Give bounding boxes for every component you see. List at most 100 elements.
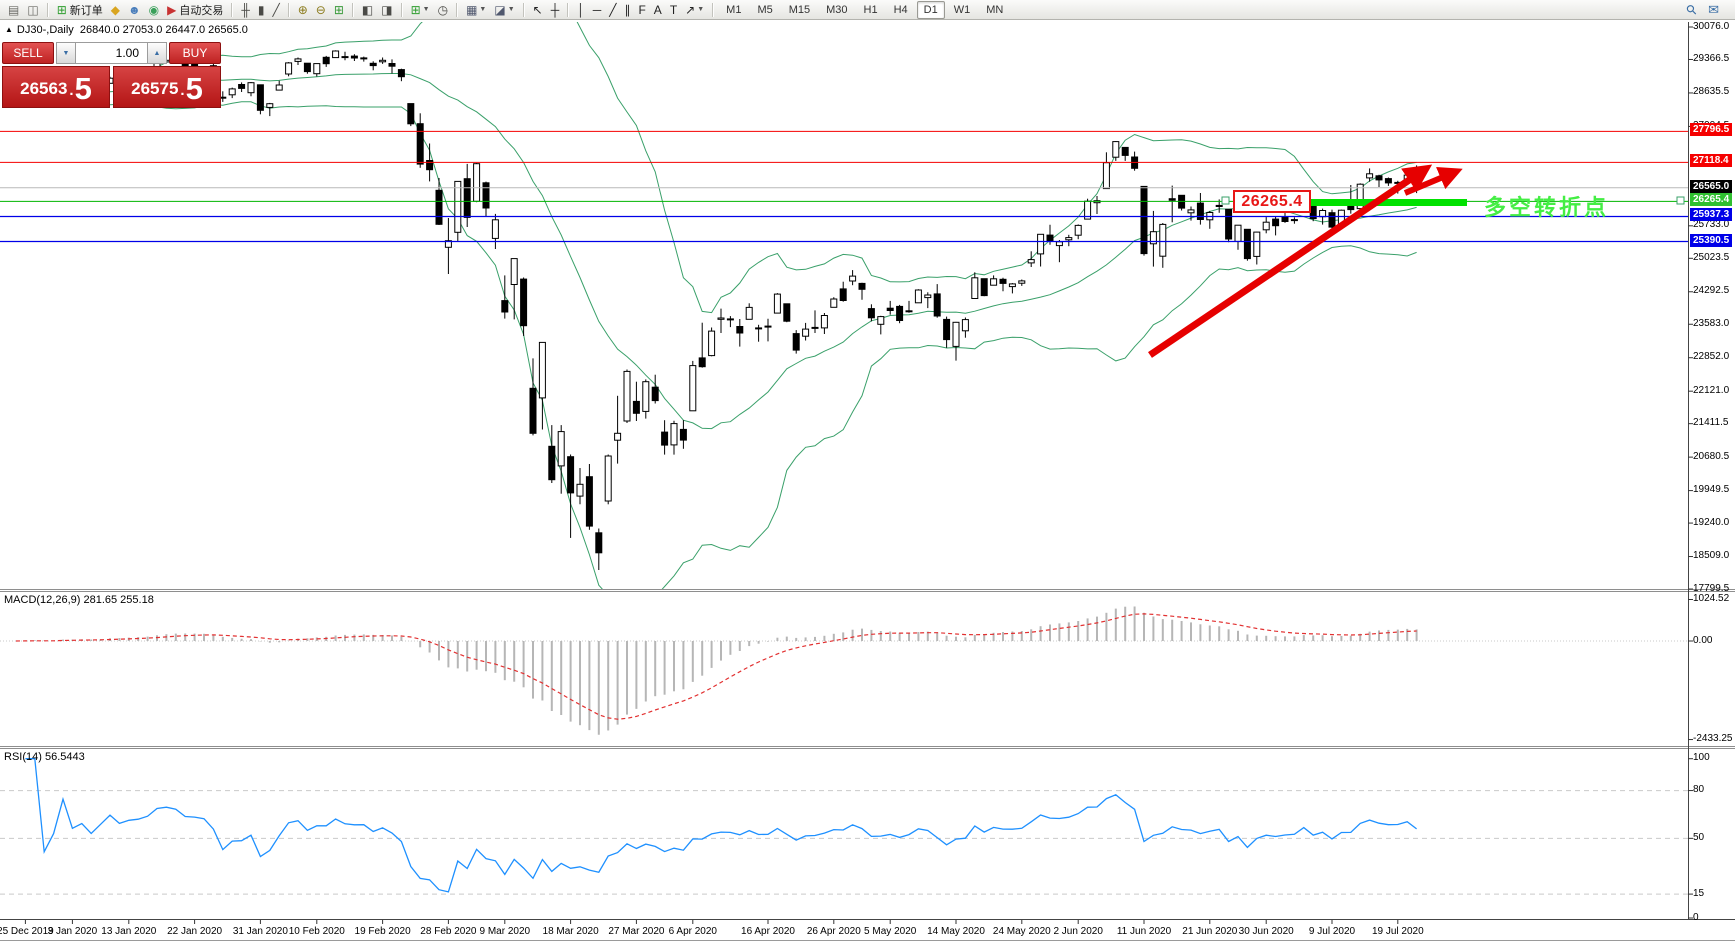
buy-price-button[interactable]: 26575. 5	[113, 66, 221, 108]
timeframe-h1-button[interactable]: H1	[863, 3, 878, 16]
volume-input[interactable]: 1.00	[76, 42, 147, 64]
chevron-down-icon[interactable]: ▼	[479, 6, 487, 13]
candle	[332, 50, 340, 59]
line-handle[interactable]	[1221, 196, 1230, 205]
panels-toggle-button[interactable]: ▤	[4, 1, 23, 19]
text-tool-button[interactable]: A	[650, 1, 666, 19]
channel-tool-button[interactable]: ∥	[620, 1, 634, 19]
chevron-down-icon[interactable]: ▼	[422, 6, 430, 13]
cursor-tool-button[interactable]: ↖	[529, 1, 547, 19]
line-handle[interactable]	[1676, 196, 1685, 205]
arrows-tool-button[interactable]: ↗ ▼	[681, 1, 708, 19]
candlestick-chart-type-button[interactable]: ▮	[254, 1, 269, 19]
axis-label: 19240.0	[1693, 516, 1730, 528]
date-axis-label: 19 Jul 2020	[1371, 926, 1424, 937]
chart-area[interactable]: ▲ DJ30-,Daily 26840.0 27053.0 26447.0 26565.…	[0, 20, 1735, 942]
new-order-label: 新订单	[69, 4, 103, 17]
trendline-tool-button[interactable]: ╱	[605, 1, 620, 19]
date-axis-label: 2 Jun 2020	[1053, 926, 1103, 937]
candle	[820, 315, 828, 329]
chart-preview-button[interactable]: ◫	[23, 1, 42, 19]
timeframe-w1-button[interactable]: W1	[953, 3, 971, 16]
timeframe-d1-button[interactable]: D1	[916, 0, 945, 19]
candle	[661, 431, 669, 446]
candle	[369, 62, 377, 67]
trendline-tool-icon: ╱	[609, 2, 617, 17]
templates-button[interactable]: ▦ ▼	[462, 1, 490, 19]
candle	[670, 423, 678, 446]
crosshair-tool-icon: ┼	[550, 2, 560, 17]
signals-icon: ◉	[148, 2, 160, 17]
signals-button[interactable]: ◉	[145, 1, 163, 19]
date-axis-label: 28 Feb 2020	[420, 926, 477, 937]
pivot-level-bar[interactable]	[1268, 199, 1467, 206]
toolbar: ▤ ◫ ⊞ 新订单 ◆ ☻ ◉ ▶ 自动交易 ╫ ▮ ╱ ⊕ ⊖ ⊞ ◧ ◨ ⊞ ▼ ◷ ▦ ▼ ◪ ▼ ↖ ┼ │ ─ ╱ ∥ F A T ↗ ▼…	[0, 0, 1735, 20]
sell-button[interactable]: SELL	[2, 42, 54, 64]
new-order-button[interactable]: ⊞ 新订单	[53, 1, 107, 19]
candle	[1234, 224, 1242, 242]
candle	[764, 325, 772, 328]
tile-windows-button[interactable]: ⊞	[330, 1, 348, 19]
bar-chart-type-button[interactable]: ╫	[237, 1, 254, 19]
indicator-window-2-button[interactable]: ◨	[377, 1, 396, 19]
hline-tool-icon: ─	[592, 2, 602, 17]
chevron-down-icon[interactable]: ▼	[507, 6, 515, 13]
history-center-button[interactable]: ◆	[107, 1, 124, 19]
timeframe-m30-button[interactable]: M30	[826, 3, 848, 16]
community-button[interactable]: ☻	[124, 1, 145, 19]
timeframe-m1-button[interactable]: M1	[726, 3, 742, 16]
label-tool-button[interactable]: T	[666, 1, 681, 19]
hline-tool-button[interactable]: ─	[589, 1, 606, 19]
fibonacci-tool-button[interactable]: F	[634, 1, 649, 19]
trend-arrow[interactable]	[1148, 164, 1433, 358]
close-value: 26565.0	[208, 24, 248, 36]
crosshair-tool-button[interactable]: ┼	[547, 1, 564, 19]
volume-decrease-button[interactable]: ▼	[56, 42, 76, 64]
price-level-label: 27796.5	[1690, 123, 1733, 137]
timeframe-m15-button[interactable]: M15	[788, 3, 811, 16]
vline-tool-icon: │	[577, 2, 585, 17]
chevron-down-icon[interactable]: ▼	[697, 6, 705, 13]
volume-increase-button[interactable]: ▲	[147, 42, 167, 64]
date-axis-label: 22 Jan 2020	[167, 926, 223, 937]
line-chart-type-button[interactable]: ╱	[268, 1, 283, 19]
axis-label: 23583.0	[1693, 317, 1730, 329]
axis-label: 100	[1693, 752, 1710, 764]
profiles-button[interactable]: ◪ ▼	[490, 1, 518, 19]
period-clock-button[interactable]: ◷	[434, 1, 452, 19]
autotrade-button[interactable]: ▶ 自动交易	[163, 1, 227, 19]
candle	[783, 303, 791, 322]
trend-arrow-secondary[interactable]	[1403, 166, 1463, 196]
autotrade-icon: ▶	[167, 2, 177, 17]
add-indicator-button[interactable]: ⊞ ▼	[407, 1, 434, 19]
chat-icon[interactable]: ✉	[1708, 1, 1719, 17]
candle	[933, 293, 941, 317]
candle	[792, 333, 800, 351]
candle	[1196, 202, 1204, 221]
indicator-window-1-button[interactable]: ◧	[358, 1, 377, 19]
sell-price-button[interactable]: 26563. 5	[2, 66, 110, 108]
axis-label: 25023.5	[1693, 251, 1730, 263]
timeframe-mn-button[interactable]: MN	[986, 3, 1004, 16]
zoom-in-button[interactable]: ⊕	[294, 1, 312, 19]
zoom-out-button[interactable]: ⊖	[312, 1, 330, 19]
autotrade-label: 自动交易	[179, 4, 224, 17]
date-axis-label: 9 Mar 2020	[479, 926, 531, 937]
collapse-marker-icon[interactable]: ▲	[5, 25, 13, 34]
price-level-label: 27118.4	[1690, 154, 1732, 168]
candlestick-chart[interactable]	[0, 20, 1735, 942]
search-icon[interactable]: ⚲	[1682, 0, 1700, 18]
line-chart-type-icon: ╱	[272, 2, 280, 17]
price-level-callout[interactable]: 26265.4	[1233, 190, 1311, 213]
vline-tool-button[interactable]: │	[573, 1, 589, 19]
candle	[529, 387, 537, 434]
buy-button[interactable]: BUY	[169, 42, 221, 64]
candle	[303, 62, 311, 73]
date-axis-label: 3 Jan 2020	[47, 926, 98, 937]
candle	[247, 82, 255, 94]
date-axis-label: 14 May 2020	[927, 926, 985, 937]
timeframe-h4-button[interactable]: H4	[893, 3, 908, 16]
timeframe-m5-button[interactable]: M5	[757, 3, 773, 16]
axis-label: 19949.5	[1693, 484, 1730, 496]
